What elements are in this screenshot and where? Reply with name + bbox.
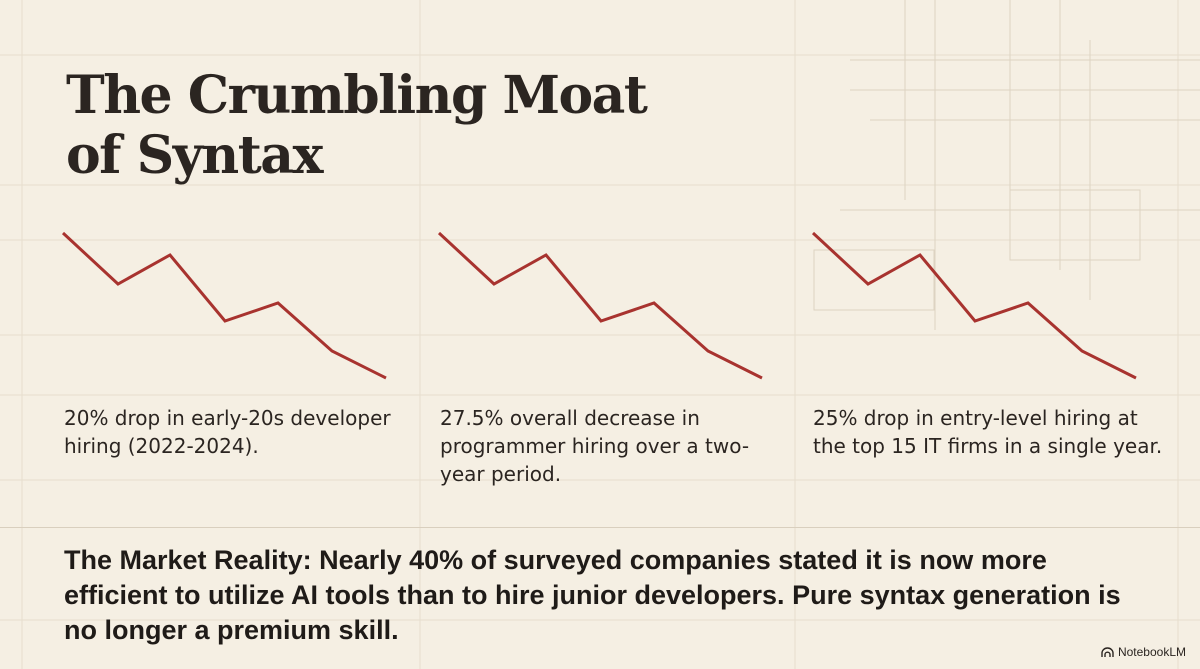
declining-line-icon (61, 231, 387, 380)
market-reality-statement: The Market Reality: Nearly 40% of survey… (64, 545, 1121, 645)
stat-caption-2: 27.5% overall decrease in programmer hir… (440, 406, 750, 486)
stat-caption-3: 25% drop in entry-level hiring at the to… (813, 406, 1163, 458)
declining-line-icon (437, 231, 763, 380)
title-line-1: The Crumbling Moat (66, 65, 648, 126)
section-divider (0, 527, 1200, 528)
brand-name: NotebookLM (1117, 645, 1186, 659)
page-title: The Crumbling Moat of Syntax (66, 65, 648, 186)
stat-caption-1: 20% drop in early-20s developer hiring (… (64, 406, 391, 458)
declining-line-icon (811, 231, 1137, 380)
title-line-2: of Syntax (66, 125, 323, 186)
brand-watermark: NotebookLM (1101, 645, 1186, 659)
notebooklm-logo-icon (1101, 646, 1114, 657)
